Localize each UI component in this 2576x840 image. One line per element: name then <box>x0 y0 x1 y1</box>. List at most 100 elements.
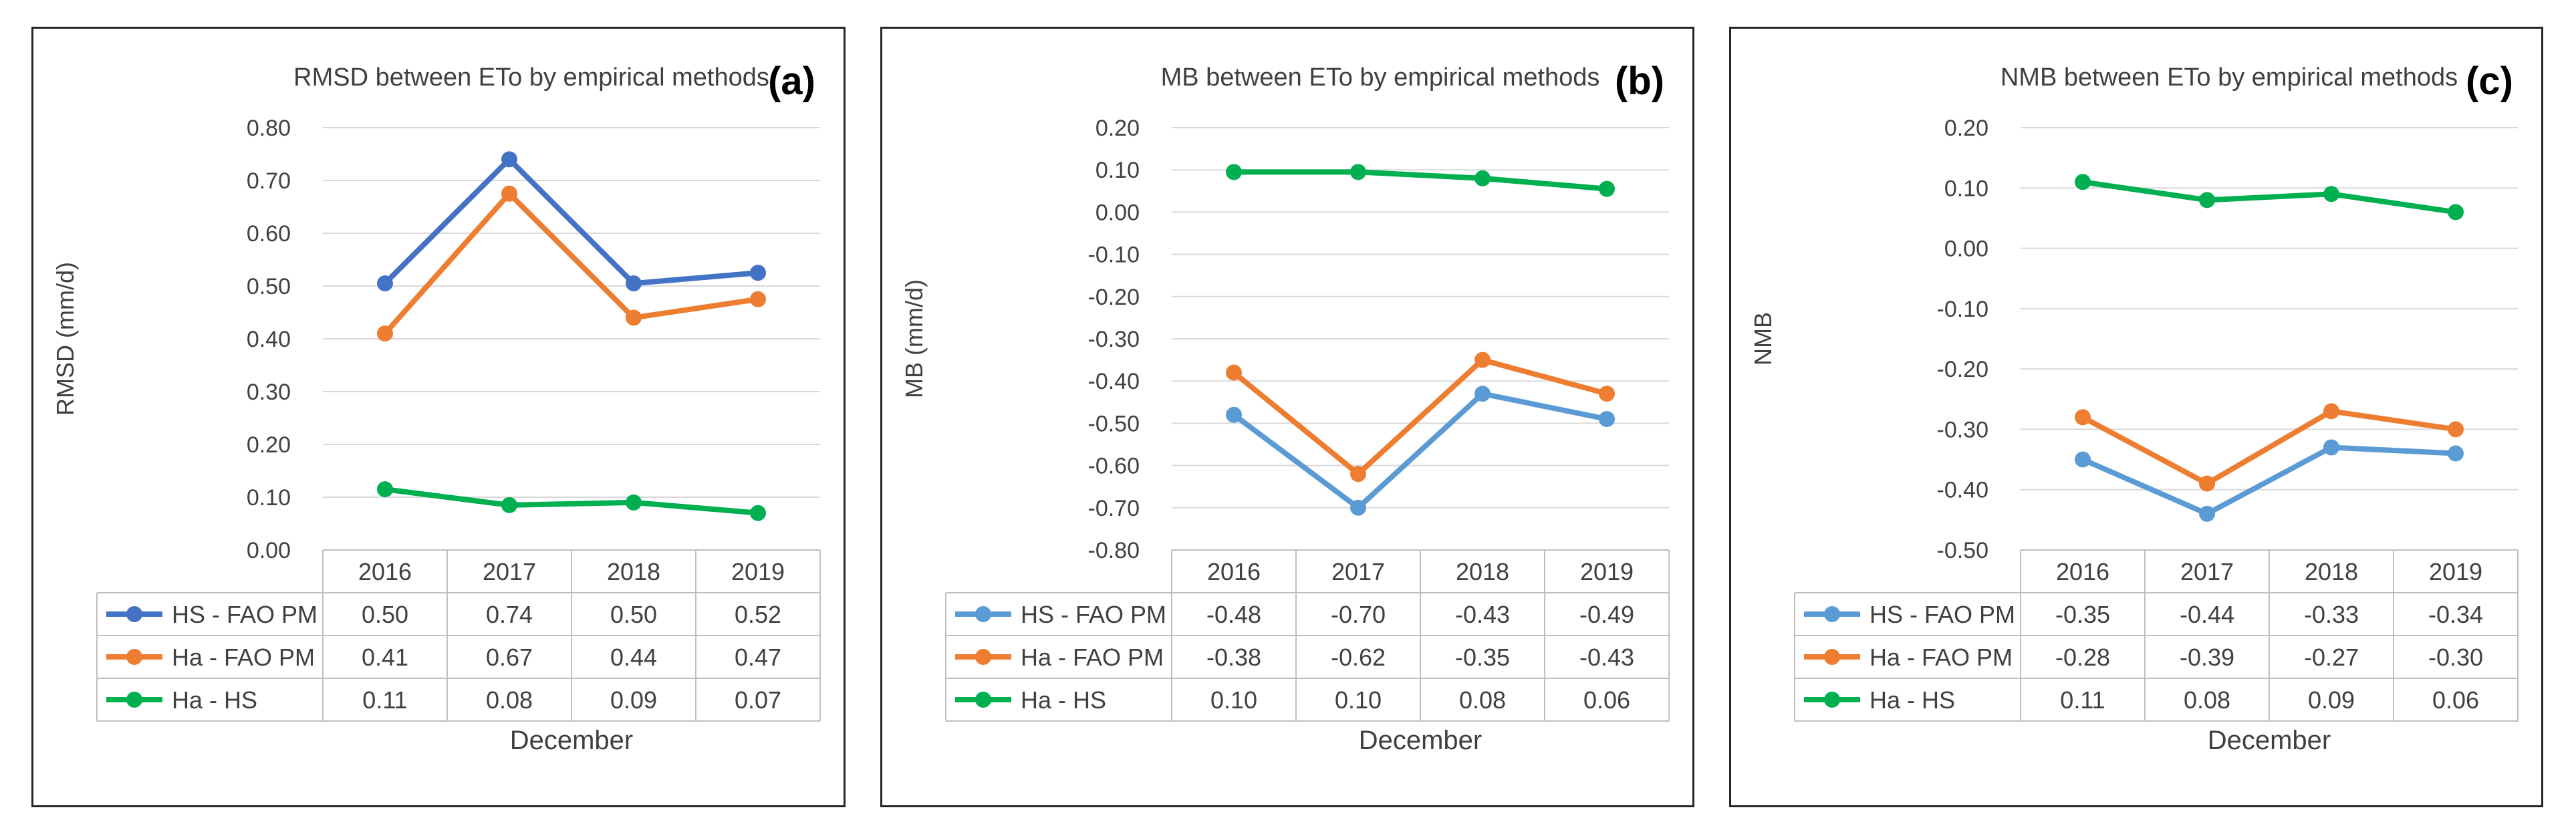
data-point <box>2448 421 2464 438</box>
data-point <box>1474 352 1491 368</box>
data-label: 0.11 <box>362 686 407 714</box>
data-label: -0.38 <box>1206 644 1261 671</box>
legend-label: Ha - HS <box>1870 686 1955 714</box>
data-label: 0.47 <box>735 644 781 671</box>
x-tick-label: 2018 <box>1456 558 1509 585</box>
series-line <box>2080 408 2458 486</box>
data-point <box>750 291 766 307</box>
data-label: -0.30 <box>2428 644 2483 671</box>
data-label: -0.43 <box>1455 601 1510 628</box>
x-tick-label: 2019 <box>731 558 785 585</box>
chart-a-svg: RMSD between ETo by empirical methods(a)… <box>51 59 821 755</box>
data-point <box>2199 505 2215 522</box>
y-tick-label: -0.20 <box>1088 285 1140 310</box>
data-point <box>1350 466 1366 482</box>
data-label: -0.33 <box>2304 601 2359 628</box>
legend-label: Ha - FAO PM <box>1870 644 2013 671</box>
x-tick-label: 2018 <box>2305 558 2358 585</box>
data-label: 0.10 <box>1335 686 1382 714</box>
x-tick-label: 2019 <box>2429 558 2482 585</box>
data-label: 0.50 <box>610 601 657 628</box>
data-point <box>626 275 642 292</box>
legend-label: Ha - FAO PM <box>172 644 315 671</box>
data-point <box>2323 439 2339 456</box>
data-point <box>501 185 517 202</box>
series-line <box>2080 444 2458 517</box>
x-tick-label: 2019 <box>1580 558 1634 585</box>
panel-tag: (c) <box>2466 59 2513 103</box>
data-label: 0.09 <box>610 686 657 714</box>
y-tick-label: 0.70 <box>247 168 291 194</box>
chart-title: NMB between ETo by empirical methods <box>2001 63 2458 92</box>
data-point <box>750 505 766 521</box>
panel-tag: (b) <box>1615 59 1664 103</box>
data-point <box>1599 180 1615 197</box>
data-point <box>501 151 517 168</box>
y-tick-label: 0.30 <box>247 380 291 405</box>
data-label: 0.08 <box>486 686 533 714</box>
x-axis-label: December <box>1359 726 1483 755</box>
y-tick-label: -0.50 <box>1937 538 1989 563</box>
data-point <box>1599 386 1615 402</box>
data-point <box>626 494 642 511</box>
x-tick-label: 2016 <box>2056 558 2109 585</box>
data-label: -0.35 <box>1455 644 1510 671</box>
y-tick-label: 0.20 <box>1944 116 1988 141</box>
y-tick-label: -0.10 <box>1937 297 1989 322</box>
legend-marker <box>126 606 142 622</box>
legend-label: Ha - FAO PM <box>1021 644 1164 671</box>
y-tick-label: -0.40 <box>1088 369 1140 394</box>
data-label: -0.39 <box>2180 644 2234 671</box>
series-line <box>1231 357 1609 477</box>
legend-marker <box>1824 606 1840 622</box>
data-label: -0.28 <box>2055 644 2110 671</box>
y-axis-label: NMB <box>1749 312 1777 366</box>
series-line <box>1231 391 1609 511</box>
data-label: 0.50 <box>362 601 408 628</box>
series-line <box>382 486 761 516</box>
y-tick-label: 0.80 <box>247 116 291 141</box>
data-point <box>377 275 393 292</box>
data-point <box>1350 164 1366 180</box>
data-point <box>2075 451 2091 468</box>
data-point <box>2448 204 2464 221</box>
data-label: 0.08 <box>1459 686 1506 714</box>
y-tick-label: -0.70 <box>1088 496 1140 521</box>
data-point <box>750 265 766 281</box>
data-point <box>2199 475 2215 492</box>
x-axis-label: December <box>510 726 634 755</box>
y-tick-label: 0.00 <box>1944 237 1988 262</box>
chart-b-svg: MB between ETo by empirical methods (b) -0… <box>900 59 1670 755</box>
data-point <box>1474 170 1491 186</box>
x-tick-label: 2017 <box>483 558 536 585</box>
legend-marker <box>1824 649 1840 665</box>
y-tick-label: -0.30 <box>1088 327 1140 352</box>
data-point <box>377 481 393 498</box>
y-tick-label: 0.00 <box>247 538 291 563</box>
data-label: 0.06 <box>2432 686 2479 714</box>
data-point <box>1599 411 1615 428</box>
legend-label: HS - FAO PM <box>1021 601 1166 628</box>
legend-label: HS - FAO PM <box>172 601 317 628</box>
x-tick-label: 2018 <box>607 558 660 585</box>
data-label: 0.09 <box>2308 686 2355 714</box>
data-point <box>626 309 642 326</box>
y-tick-label: -0.20 <box>1937 357 1989 382</box>
panel-tag: (a) <box>768 59 815 103</box>
x-tick-label: 2016 <box>358 558 412 585</box>
y-tick-label: -0.30 <box>1937 417 1989 442</box>
y-tick-label: -0.10 <box>1088 243 1140 268</box>
legend-marker <box>975 606 991 622</box>
chart-c-svg: NMB between ETo by empirical methods (c) -… <box>1749 59 2519 755</box>
data-label: 0.41 <box>362 644 408 671</box>
x-tick-label: 2017 <box>2180 558 2234 585</box>
data-point <box>2075 409 2091 426</box>
data-label: -0.27 <box>2304 644 2359 671</box>
data-label: -0.49 <box>1579 601 1634 628</box>
chart-title: MB between ETo by empirical methods <box>1161 63 1600 92</box>
data-label: -0.48 <box>1206 601 1261 628</box>
data-point <box>1350 499 1366 516</box>
data-point <box>2323 403 2339 420</box>
data-point <box>2323 186 2339 202</box>
y-axis-label: RMSD (mm/d) <box>51 262 79 416</box>
